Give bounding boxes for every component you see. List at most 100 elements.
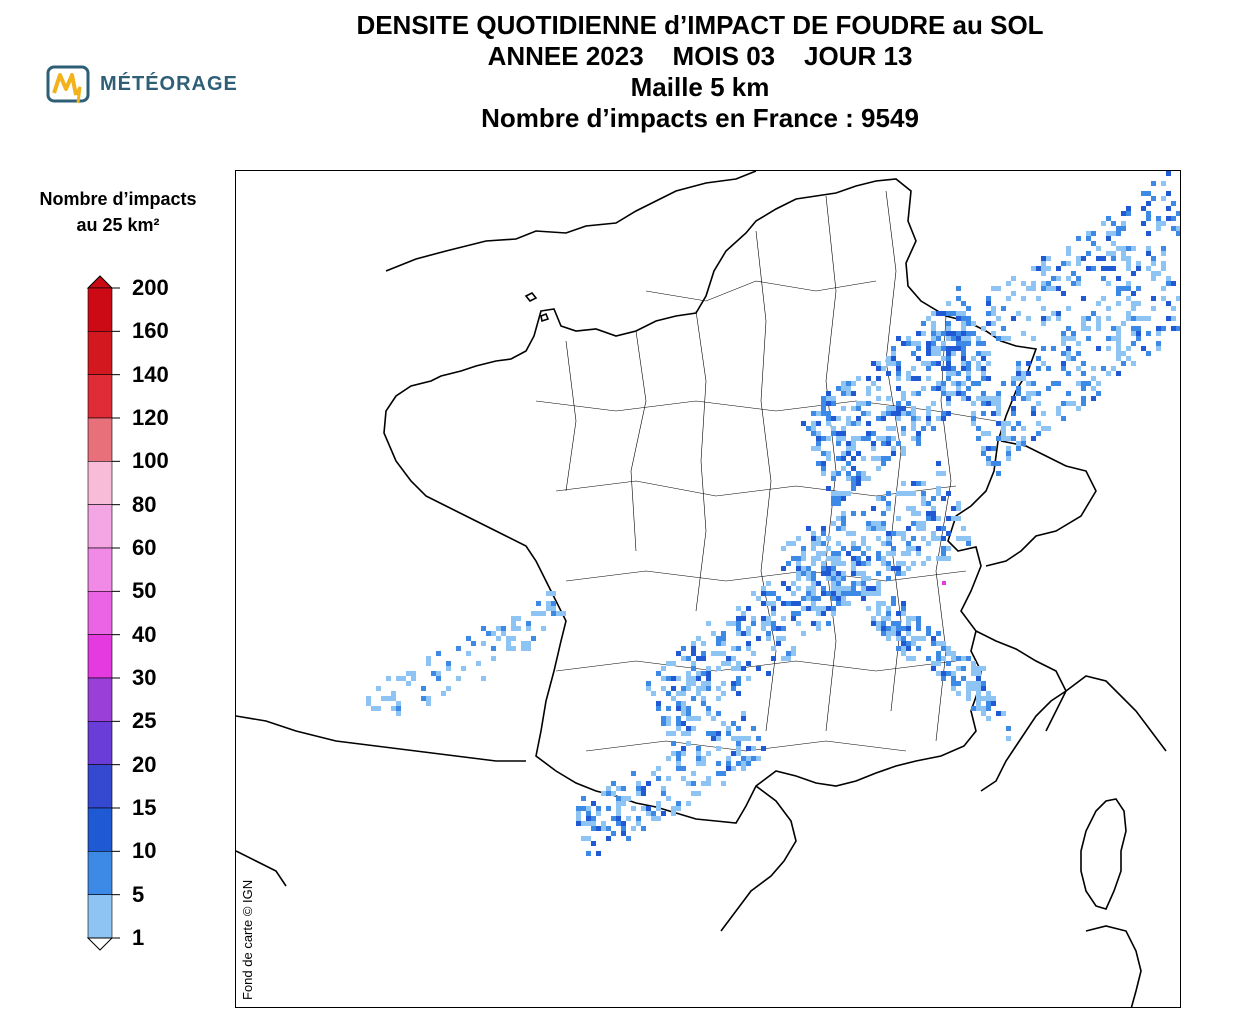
- strike-cell: [1021, 281, 1026, 286]
- strike-cell: [1041, 306, 1046, 311]
- strike-cell: [1096, 326, 1101, 331]
- legend-swatch: [87, 591, 113, 635]
- strike-cell: [826, 621, 831, 626]
- strike-cell: [851, 591, 856, 596]
- legend-label: 120: [132, 405, 169, 430]
- strike-cell: [706, 666, 711, 671]
- strike-cell: [911, 656, 916, 661]
- strike-cell: [981, 341, 986, 346]
- strike-cell: [1176, 226, 1180, 231]
- strike-cell: [456, 646, 461, 651]
- strike-cell: [836, 496, 841, 501]
- strike-cell: [886, 396, 891, 401]
- strike-cell: [776, 641, 781, 646]
- strike-cell: [716, 686, 721, 691]
- strike-cell: [686, 781, 691, 786]
- strike-cell: [891, 346, 896, 351]
- strike-cell: [1001, 431, 1006, 436]
- strike-cell: [941, 341, 946, 346]
- strike-cell: [986, 431, 991, 436]
- strike-cell: [966, 536, 971, 541]
- strike-cell: [656, 766, 661, 771]
- strike-cell: [1001, 336, 1006, 341]
- strike-cell: [831, 581, 836, 586]
- strike-cell: [696, 756, 701, 761]
- strike-cell: [576, 821, 581, 826]
- strike-cell: [1056, 411, 1061, 416]
- strike-cell: [1011, 291, 1016, 296]
- strike-cell: [981, 681, 986, 686]
- strike-cell: [866, 431, 871, 436]
- strike-cell: [716, 731, 721, 736]
- strike-cell: [1046, 366, 1051, 371]
- strike-cell: [1021, 426, 1026, 431]
- strike-cell: [736, 676, 741, 681]
- strike-cell: [691, 661, 696, 666]
- strike-cell: [901, 626, 906, 631]
- strike-cell: [896, 376, 901, 381]
- strike-cell: [711, 716, 716, 721]
- strike-cell: [1106, 216, 1111, 221]
- strike-cell: [591, 841, 596, 846]
- strike-cell: [1026, 396, 1031, 401]
- strike-cell: [796, 576, 801, 581]
- strike-cell: [791, 601, 796, 606]
- strike-cell: [501, 631, 506, 636]
- strike-cell: [616, 786, 621, 791]
- strike-cell: [1021, 436, 1026, 441]
- strike-cell: [1096, 321, 1101, 326]
- strike-cell: [791, 556, 796, 561]
- strike-cell: [706, 776, 711, 781]
- strike-cell: [1036, 401, 1041, 406]
- strike-cell: [881, 541, 886, 546]
- strike-cell: [911, 481, 916, 486]
- strike-cell: [961, 536, 966, 541]
- strike-cell: [691, 696, 696, 701]
- strike-cell: [936, 336, 941, 341]
- strike-cell: [806, 426, 811, 431]
- strike-cell: [906, 526, 911, 531]
- strike-cell: [906, 411, 911, 416]
- strike-cell: [681, 746, 686, 751]
- strike-cell: [741, 766, 746, 771]
- strike-cell: [956, 516, 961, 521]
- strike-cell: [931, 401, 936, 406]
- strike-cell: [1026, 391, 1031, 396]
- strike-cell: [536, 611, 541, 616]
- strike-cell: [396, 706, 401, 711]
- strike-cell: [1021, 296, 1026, 301]
- strike-cell: [896, 611, 901, 616]
- strike-cell: [876, 556, 881, 561]
- strike-cell: [796, 566, 801, 571]
- strike-cell: [876, 386, 881, 391]
- strike-cell: [396, 711, 401, 716]
- strike-cell: [931, 351, 936, 356]
- strike-cell: [1076, 351, 1081, 356]
- strike-cell: [961, 526, 966, 531]
- strike-cell: [726, 656, 731, 661]
- strike-cell: [841, 431, 846, 436]
- strike-cell: [926, 411, 931, 416]
- strike-cell: [1146, 251, 1151, 256]
- strike-cell: [836, 586, 841, 591]
- strike-cell: [996, 286, 1001, 291]
- strike-cell: [1131, 291, 1136, 296]
- strike-cell: [1061, 361, 1066, 366]
- legend-swatch: [87, 894, 113, 939]
- strike-cell: [846, 551, 851, 556]
- strike-cell: [801, 606, 806, 611]
- strike-cell: [881, 511, 886, 516]
- strike-cell: [886, 501, 891, 506]
- strike-cell: [1106, 336, 1111, 341]
- strike-cell: [741, 616, 746, 621]
- strike-cell: [886, 356, 891, 361]
- strike-cell: [1011, 406, 1016, 411]
- lightning-strike-layer: [366, 171, 1180, 856]
- strike-cell: [936, 671, 941, 676]
- strike-cell: [881, 461, 886, 466]
- strike-cell: [1036, 421, 1041, 426]
- strike-cell: [891, 446, 896, 451]
- strike-cell: [1116, 351, 1121, 356]
- strike-cell: [491, 656, 496, 661]
- strike-cell: [956, 346, 961, 351]
